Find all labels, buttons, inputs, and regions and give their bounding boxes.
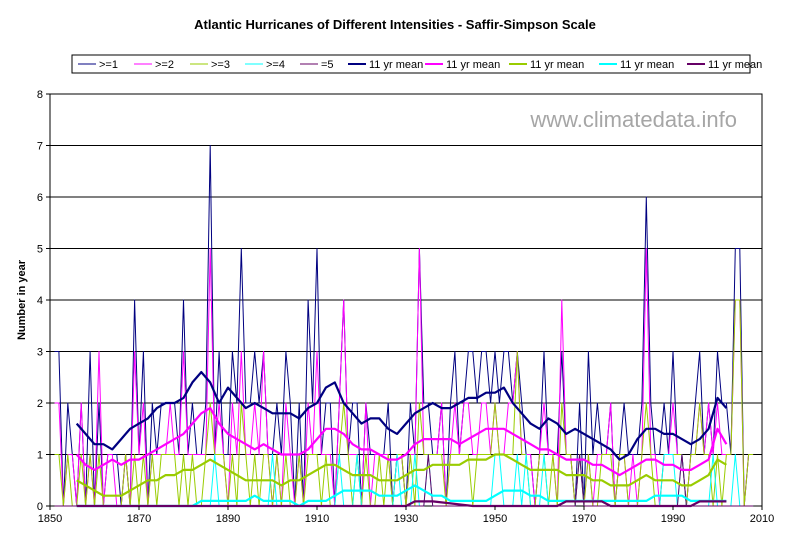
x-tick-label: 2010 xyxy=(750,513,774,525)
y-tick-label: 4 xyxy=(37,295,43,307)
series-line-8 xyxy=(76,453,727,497)
legend-label: >=3 xyxy=(211,59,230,71)
y-tick-label: 1 xyxy=(37,450,43,462)
x-tick-label: 1890 xyxy=(216,513,240,525)
legend-label: 11 yr mean xyxy=(369,59,423,71)
x-tick-label: 1910 xyxy=(305,513,329,525)
axis-ticks: 0 1 2 3 4 5 6 7 8 1850 1870 1890 1910 1930 1950 1970 199… xyxy=(37,89,774,525)
legend-box xyxy=(71,54,751,74)
y-tick-label: 2 xyxy=(37,398,43,410)
legend-label: 11 yr mean xyxy=(530,59,584,71)
legend: >=1 >=2 >=3 >=4 =5 11 yr mean 11 yr mean 11 yr … xyxy=(78,59,762,71)
x-tick-label: 1850 xyxy=(38,513,62,525)
x-tick-label: 1990 xyxy=(661,513,685,525)
watermark: www.climatedata.info xyxy=(529,107,737,132)
legend-label: =5 xyxy=(321,59,334,71)
y-tick-label: 5 xyxy=(37,244,43,256)
y-tick-label: 6 xyxy=(37,192,43,204)
chart-title: Atlantic Hurricanes of Different Intensi… xyxy=(194,17,596,32)
legend-label: 11 yr mean xyxy=(446,59,500,71)
series-line-10 xyxy=(76,500,727,508)
y-tick-label: 3 xyxy=(37,347,43,359)
legend-label: 11 yr mean xyxy=(708,59,762,71)
y-axis-label: Number in year xyxy=(16,259,28,340)
x-tick-label: 1970 xyxy=(572,513,596,525)
gridlines xyxy=(50,93,762,455)
legend-label: >=1 xyxy=(99,59,118,71)
legend-label: >=2 xyxy=(155,59,174,71)
y-tick-label: 8 xyxy=(37,89,43,101)
y-tick-label: 7 xyxy=(37,141,43,153)
x-tick-label: 1870 xyxy=(127,513,151,525)
legend-label: 11 yr mean xyxy=(620,59,674,71)
series-lines xyxy=(54,145,754,508)
series-line-6 xyxy=(75,371,728,461)
series-line-7 xyxy=(75,407,728,477)
y-tick-label: 0 xyxy=(37,501,43,513)
x-tick-label: 1930 xyxy=(394,513,418,525)
x-tick-label: 1950 xyxy=(483,513,507,525)
legend-label: >=4 xyxy=(266,59,285,71)
